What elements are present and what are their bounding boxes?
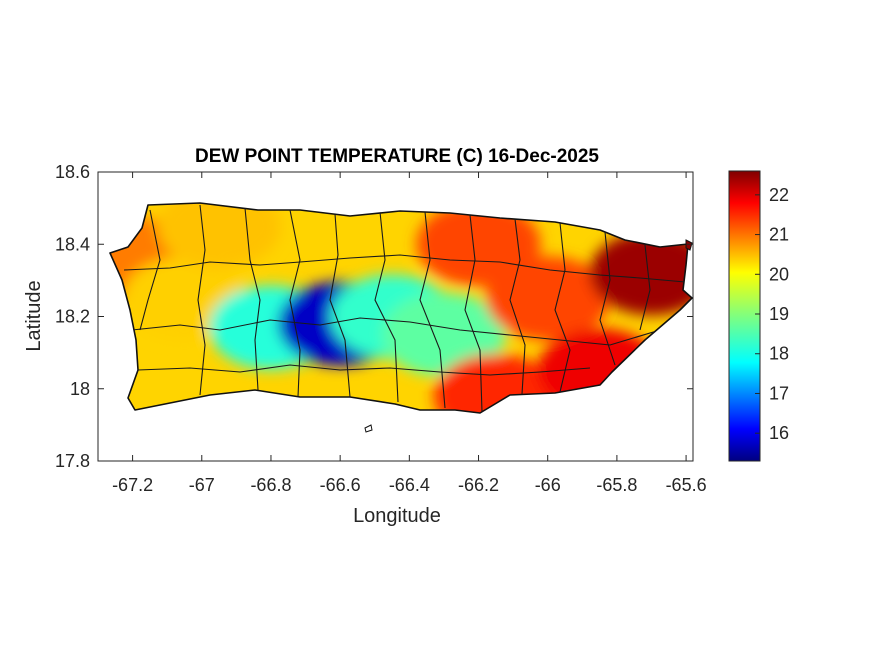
colorbar-tick-label: 18 (769, 344, 789, 364)
field-sample-7 (416, 203, 541, 287)
x-tick-label: -66 (535, 475, 561, 495)
colorbar-tick-label: 20 (769, 264, 789, 284)
islet-caja-de-muertos (364, 424, 373, 433)
y-tick-label: 18.4 (55, 234, 90, 254)
colorbar-ticks: 16 17 18 19 20 21 22 (755, 185, 789, 443)
field-sample-8 (433, 353, 558, 413)
colorbar-tick-label: 19 (769, 304, 789, 324)
y-tick-label: 18 (70, 379, 90, 399)
island-coastline (109, 202, 693, 414)
y-tick-label: 18.6 (55, 162, 90, 182)
x-axis-ticks: -67.2 -67 -66.8 -66.6 -66.4 -66.2 -66 -65.8 -65.… (112, 172, 707, 495)
y-tick-label: 18.2 (55, 307, 90, 327)
field-sample-6 (381, 292, 506, 377)
x-tick-label: -66.8 (250, 475, 291, 495)
x-tick-label: -67 (189, 475, 215, 495)
colorbar-tick-label: 22 (769, 185, 789, 205)
x-tick-label: -66.4 (389, 475, 430, 495)
chart-title: DEW POINT TEMPERATURE (C) 16-Dec-2025 (195, 146, 599, 167)
colorbar-tick-label: 17 (769, 383, 789, 403)
field-sample-11 (589, 231, 692, 316)
x-axis-label: Longitude (353, 505, 441, 527)
colorbar-tick-label: 16 (769, 423, 789, 443)
x-tick-label: -65.8 (596, 475, 637, 495)
islet-east (685, 239, 693, 251)
municipal-boundaries (123, 204, 686, 413)
y-axis-ticks: 17.8 18 18.2 18.4 18.6 (55, 162, 693, 471)
y-tick-label: 17.8 (55, 451, 90, 471)
x-tick-label: -65.6 (666, 475, 707, 495)
colorbar (728, 170, 761, 462)
x-tick-label: -66.2 (458, 475, 499, 495)
colorbar-tick-label: 21 (769, 225, 789, 245)
x-tick-label: -67.2 (112, 475, 153, 495)
x-tick-label: -66.6 (320, 475, 361, 495)
dew-point-field (110, 203, 692, 413)
y-axis-label: Latitude (23, 280, 45, 351)
